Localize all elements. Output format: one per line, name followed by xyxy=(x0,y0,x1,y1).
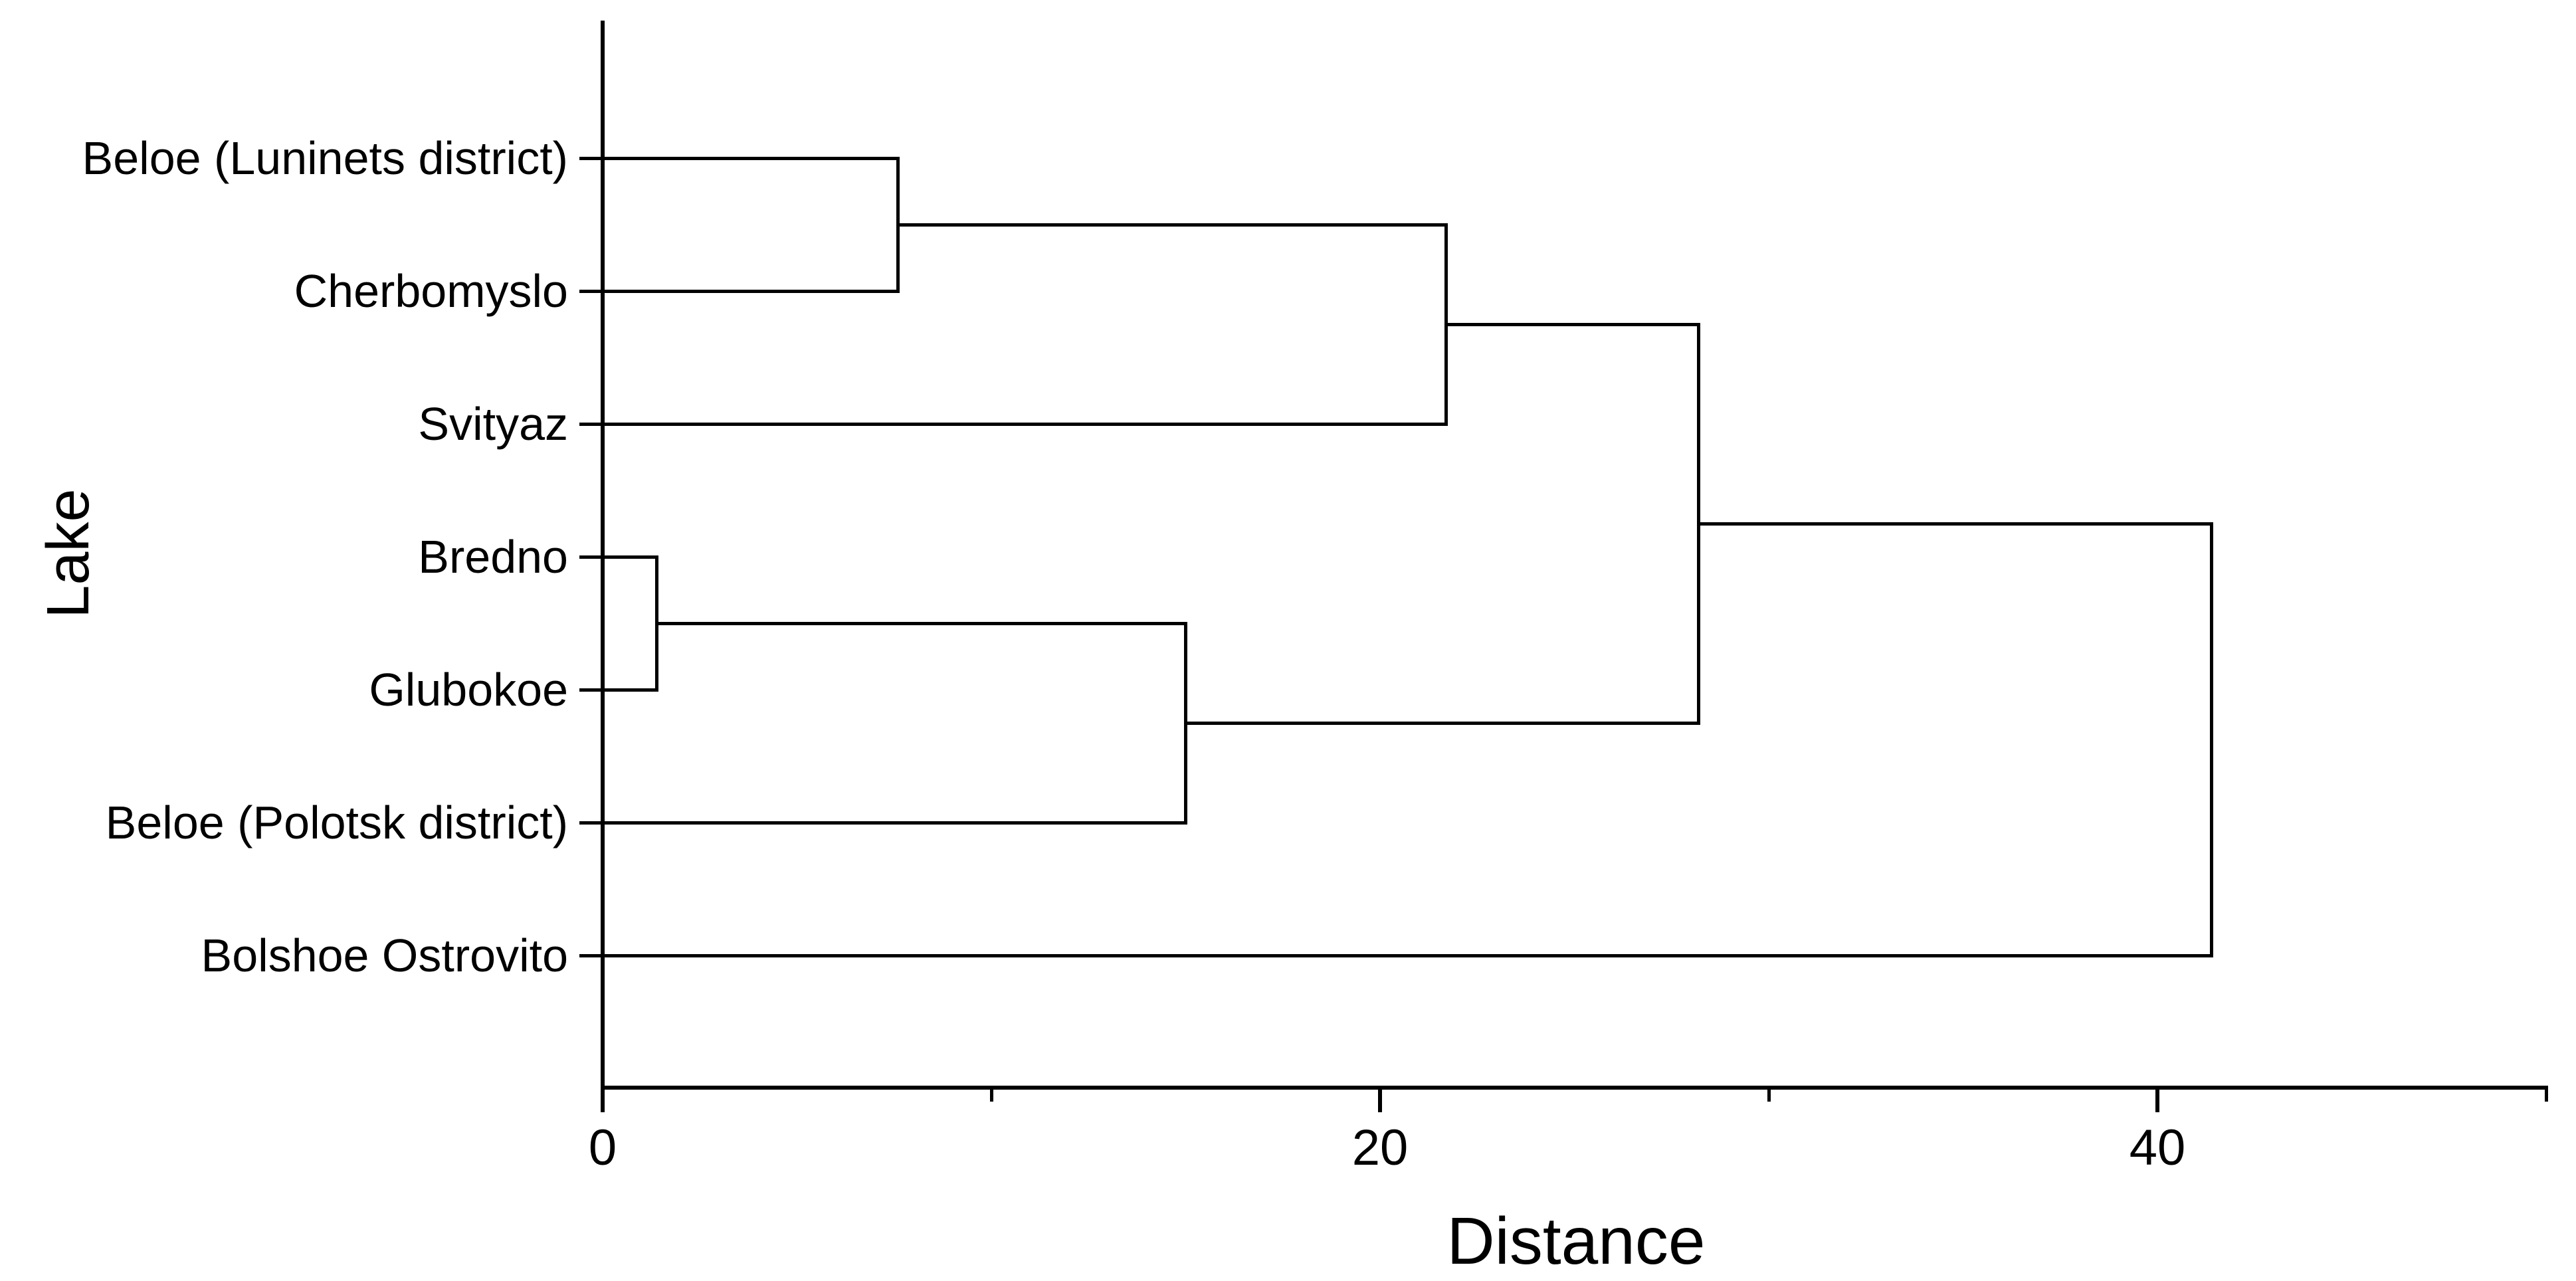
dendrogram-branch-line xyxy=(1446,322,1701,326)
dendrogram-branch-line xyxy=(579,555,659,559)
x-axis-major-tick xyxy=(2155,1086,2159,1112)
leaf-label: Glubokoe xyxy=(369,664,568,716)
x-axis-title: Distance xyxy=(1446,1204,1706,1278)
dendrogram-branch-line xyxy=(1698,522,2214,526)
leaf-label: Bredno xyxy=(418,531,568,583)
leaf-label: Cherbomyslo xyxy=(294,265,568,317)
x-axis-minor-tick xyxy=(1767,1086,1771,1102)
x-axis-minor-tick xyxy=(989,1086,993,1102)
x-axis-tick-label: 0 xyxy=(588,1120,617,1176)
dendrogram-merge-line xyxy=(2210,522,2214,957)
x-axis-line xyxy=(601,1086,2548,1090)
leaf-label: Bolshoe Ostrovito xyxy=(201,930,568,981)
dendrogram-branch-line xyxy=(579,422,1448,426)
leaf-label: Beloe (Polotsk district) xyxy=(105,797,568,848)
dendrogram-branch-line xyxy=(579,688,659,692)
dendrogram-branch-line xyxy=(579,289,900,293)
leaf-label: Beloe (Luninets district) xyxy=(82,132,568,184)
x-axis-tick-label: 20 xyxy=(1351,1120,1409,1176)
dendrogram-branch-line xyxy=(579,953,2214,957)
x-axis-tick-label: 40 xyxy=(2129,1120,2186,1176)
x-axis-minor-tick xyxy=(2544,1086,2548,1102)
dendrogram-branch-line xyxy=(656,621,1187,625)
x-axis-major-tick xyxy=(601,1086,605,1112)
dendrogram-branch-line xyxy=(1185,721,1701,725)
x-axis-major-tick xyxy=(1378,1086,1382,1112)
dendrogram-branch-line xyxy=(579,821,1187,825)
dendrogram-branch-line xyxy=(898,223,1448,227)
leaf-label: Svityaz xyxy=(418,398,568,450)
dendrogram-branch-line xyxy=(579,156,900,160)
